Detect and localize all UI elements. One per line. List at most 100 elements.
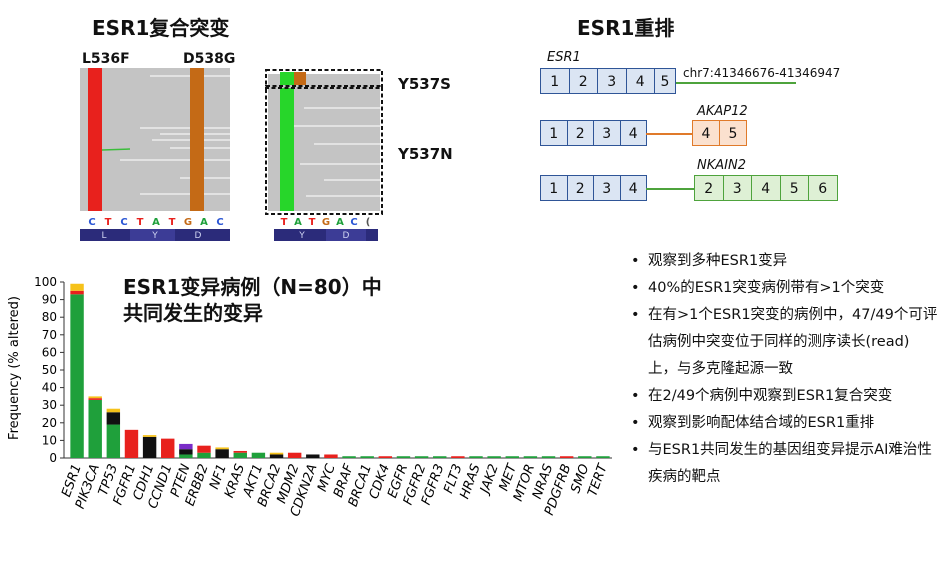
y-tick-label: 90 [42,293,57,307]
bullet-item: • 在2/49个病例中观察到ESR1复合突变 [628,383,938,410]
y-tick-label: 80 [42,310,57,324]
akap12-gene-name: AKAP12 [697,104,748,119]
exon-box: 1 [540,68,570,94]
base-letter: G [184,217,192,228]
compound-mutation-title: ESR1复合突变 [92,16,230,40]
label-l536f: L536F [82,51,130,67]
x-axis-labels: ESR1PIK3CATP53FGFR1CDH1CCND1PTENERBB2NF1… [59,461,611,518]
y537s-box [265,69,383,89]
bar-segment-braf [342,456,356,458]
bar-segment-cdk4 [378,456,393,458]
bar-segment-pik3ca [88,399,102,458]
exon-box: 4 [619,175,647,201]
y-tick-label: 60 [42,345,57,359]
bullet-text: 在2/49个病例中观察到ESR1复合突变 [648,388,893,404]
bar-segment-mdm2 [287,452,302,458]
label-y537n: Y537N [398,145,453,163]
amino-acid-letter: Y [151,231,158,241]
exon-box: 2 [568,68,598,94]
base-letter: G [322,217,330,228]
base-letter: C [88,217,95,228]
bar-segment-met [505,456,519,458]
exon-box: 3 [722,175,752,201]
esr1-gene-name: ESR1 [547,50,581,65]
exon-box: 4 [751,175,781,201]
bullet-dot: • [631,388,640,404]
bullet-item: • 与ESR1共同发生的基因组变异提示AI难治性疾病的靶点 [628,437,938,491]
bullet-dot: • [631,253,640,269]
y-tick-label: 50 [42,363,57,377]
y-tick-label: 10 [42,433,57,447]
bar-segment-pdgfrb [559,456,574,458]
exon-box: 5 [779,175,809,201]
exon-box: 2 [566,120,594,146]
exon-box: 6 [808,175,838,201]
exon-box: 3 [597,68,627,94]
amino-acid-letter: L [101,231,106,241]
bar-segment-brca1 [360,456,374,458]
amino-acid-letter: D [343,231,350,241]
nkain2-gene-name: NKAIN2 [697,158,746,173]
y-tick-label: 0 [49,451,57,465]
y537n-box [265,85,383,215]
bar-segment-mtor [523,456,538,458]
y-axis: 0 10 20 30 40 50 60 70 80 90 100 [34,275,612,465]
chart-title: ESR1变异病例（N=80）中 共同发生的变异 [123,274,382,326]
base-letter: T [137,217,144,228]
base-letter: A [336,217,344,228]
bullet-list: • 观察到多种ESR1变异 • 40%的ESR1突变病例带有>1个突变 • 在有>1个ES… [628,248,938,491]
base-letter: T [281,217,288,228]
bar-segment-fgfr1 [124,429,139,458]
bullet-text: 观察到多种ESR1变异 [648,253,788,269]
base-letter: T [169,217,176,228]
base-letter: T [105,217,112,228]
label-d538g: D538G [183,51,236,67]
base-letter: A [200,217,208,228]
esr1-genomic-line [676,82,796,84]
bullet-text: 在有>1个ESR1突变的病例中，47/49个可评估病例中突变位于同样的测序读长(… [648,307,938,377]
bullet-item: • 在有>1个ESR1突变的病例中，47/49个可评估病例中突变位于同样的测序读长… [628,302,938,383]
bar-segment-tp53 [106,412,121,425]
bar-segment-erbb2 [197,452,211,458]
exon-box: 3 [593,175,621,201]
bar-segment-kras [233,450,247,453]
l536f-column [88,68,102,211]
exon-box: 4 [625,68,655,94]
bar-segment-nras [541,456,556,458]
bullet-dot: • [631,442,640,458]
akap12-junction [646,133,692,135]
mismatch-tick [101,148,131,151]
bullet-dot: • [631,307,640,323]
bar-segment-tert [596,456,610,458]
base-letter: ( [366,217,371,228]
bar-segment-pik3ca [88,396,102,399]
y-axis-label: Frequency (% altered) [7,296,22,440]
exon-box: 2 [566,175,594,201]
bar-segment-tp53 [106,408,121,413]
bar-segment-brca2 [269,452,284,455]
exon-box: 4 [619,120,647,146]
exon-box: 1 [540,120,568,146]
exon-box: 3 [593,120,621,146]
base-letter: T [309,217,316,228]
bar-segment-pten [179,454,193,458]
bullet-text: 40%的ESR1突变病例带有>1个突变 [648,280,885,296]
base-letter: C [120,217,127,228]
bullet-dot: • [631,415,640,431]
nkain2-junction [646,188,694,190]
bullet-item: • 观察到影响配体结合域的ESR1重排 [628,410,938,437]
bullet-text: 与ESR1共同发生的基因组变异提示AI难治性疾病的靶点 [648,442,932,485]
exon-box: 5 [719,120,747,146]
bar-segment-brca2 [269,454,284,458]
bullet-text: 观察到影响配体结合域的ESR1重排 [648,415,875,431]
bar-segment-nf1 [215,449,229,458]
chart-title-line2: 共同发生的变异 [123,301,263,325]
base-letter: A [294,217,302,228]
rearrangement-title: ESR1重排 [577,16,675,40]
bar-segment-erbb2 [197,445,211,453]
y537n-column [280,88,294,211]
bar-segment-cdh1 [142,435,157,437]
bar-segment-fgfr2 [414,456,429,458]
